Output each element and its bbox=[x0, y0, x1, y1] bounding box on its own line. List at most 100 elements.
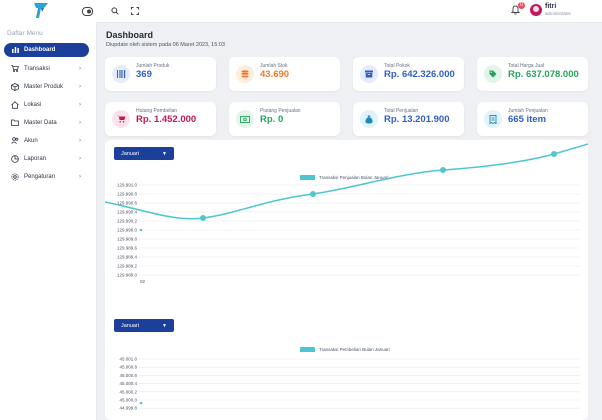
card-value: 43.690 bbox=[260, 69, 290, 80]
sales-data-point bbox=[139, 228, 143, 232]
sidebar-item-master-data[interactable]: Master Data › bbox=[4, 116, 89, 130]
sales-data-point bbox=[310, 191, 316, 197]
y-tick-label: 129.989.6 bbox=[117, 246, 138, 251]
sidebar-item-label: Dashboard bbox=[24, 47, 56, 53]
card-label: Total Penjualan bbox=[384, 108, 419, 114]
card-label: Jumlah Produk bbox=[136, 63, 170, 69]
sales-data-point bbox=[200, 215, 206, 221]
users-icon bbox=[11, 137, 19, 145]
purchase-month-select[interactable]: Januari ▼ bbox=[114, 319, 174, 332]
page-subtitle: Diupdate oleh sistem pada 06 Maret 2023,… bbox=[106, 42, 225, 48]
card-value: Rp. 642.326.000 bbox=[384, 69, 455, 80]
bell-icon[interactable] bbox=[510, 5, 523, 17]
notification-badge: 0 bbox=[518, 2, 525, 9]
menu-title: Daftar Menu bbox=[7, 30, 43, 37]
receipt-icon bbox=[484, 110, 502, 128]
purchase-legend-label: Transaksi Pembelian Bulan Januari bbox=[319, 347, 390, 352]
sales-data-point bbox=[551, 151, 557, 157]
sidebar-item-lokasi[interactable]: Lokasi › bbox=[4, 98, 89, 112]
card-jumlah-penjualan: Jumlah Penjualan 665 item bbox=[477, 102, 588, 136]
sales-chart-panel: Januari ▼ Transaksi Penjualan Bulan Janu… bbox=[105, 140, 588, 320]
user-role: administrator bbox=[545, 11, 572, 16]
sidebar-item-laporan[interactable]: Laporan › bbox=[4, 152, 89, 166]
y-tick-label: 129.989.4 bbox=[117, 255, 138, 260]
card-total-harga-jual: Total Harga Jual Rp. 637.078.000 bbox=[477, 57, 588, 91]
y-tick-label: 129.990.2 bbox=[117, 219, 138, 224]
card-jumlah-produk: Jumlah Produk 369 bbox=[105, 57, 216, 91]
y-tick-label: 45.000.8 bbox=[119, 365, 137, 370]
search-icon[interactable] bbox=[108, 4, 122, 18]
sidebar-item-label: Transaksi bbox=[24, 66, 50, 72]
cart-icon bbox=[112, 110, 130, 128]
folder-icon bbox=[11, 119, 19, 127]
y-tick-label: 129.989.2 bbox=[117, 264, 138, 269]
y-tick-label: 45.000.6 bbox=[119, 373, 137, 378]
chevron-right-icon: › bbox=[79, 138, 81, 144]
card-value: 369 bbox=[136, 69, 152, 80]
card-value: Rp. 637.078.000 bbox=[508, 69, 579, 80]
sales-month-select[interactable]: Januari ▼ bbox=[114, 147, 174, 160]
top-bar: 0 fitri administrator bbox=[0, 0, 602, 23]
tag-icon bbox=[484, 65, 502, 83]
moneybag-icon bbox=[360, 110, 378, 128]
y-tick-label: 129.989.8 bbox=[117, 237, 138, 242]
card-value: Rp. 1.452.000 bbox=[136, 114, 197, 125]
chart-icon bbox=[11, 155, 19, 163]
sales-series-line bbox=[105, 143, 588, 220]
sidebar-item-label: Master Data bbox=[24, 120, 57, 126]
chevron-right-icon: › bbox=[79, 84, 81, 90]
caret-down-icon: ▼ bbox=[162, 150, 167, 157]
card-label: Jumlah Stok bbox=[260, 63, 288, 69]
purchase-chart-panel: Januari ▼ Transaksi Pembelian Bulan Janu… bbox=[105, 312, 588, 420]
card-jumlah-stok: Jumlah Stok 43.690 bbox=[229, 57, 340, 91]
home-icon bbox=[11, 101, 19, 109]
sales-legend[interactable]: Transaksi Penjualan Bulan Januari bbox=[300, 175, 388, 180]
y-tick-label: 44.999.8 bbox=[119, 406, 137, 411]
card-label: Total Pokok bbox=[384, 63, 410, 69]
card-total-pokok: Total Pokok Rp. 642.326.000 bbox=[353, 57, 464, 91]
purchase-legend[interactable]: Transaksi Pembelian Bulan Januari bbox=[300, 347, 390, 352]
sales-data-point bbox=[440, 167, 446, 173]
sidebar-item-label: Master Produk bbox=[24, 84, 64, 90]
sidebar-item-label: Akun bbox=[24, 138, 38, 144]
card-label: Hutang Pembelian bbox=[136, 108, 178, 114]
money-icon bbox=[236, 110, 254, 128]
sidebar-item-pengaturan[interactable]: Pengaturan › bbox=[4, 170, 89, 184]
card-value: Rp. 13.201.900 bbox=[384, 114, 450, 125]
chevron-right-icon: › bbox=[79, 156, 81, 162]
barcode-icon bbox=[112, 65, 130, 83]
y-tick-label: 129.990.6 bbox=[117, 201, 138, 206]
sidebar-item-dashboard[interactable]: Dashboard bbox=[4, 43, 89, 57]
card-label: Piutang Penjualan bbox=[260, 108, 301, 114]
box-icon bbox=[11, 83, 19, 91]
y-tick-label: 129.991.0 bbox=[117, 183, 138, 188]
cart-icon bbox=[11, 65, 19, 73]
main-content: Dashboard Diupdate oleh sistem pada 06 M… bbox=[96, 22, 602, 420]
app-logo[interactable] bbox=[33, 2, 49, 19]
archive-icon bbox=[360, 65, 378, 83]
sidebar-item-label: Lokasi bbox=[24, 102, 42, 108]
sidebar-item-master-produk[interactable]: Master Produk › bbox=[4, 80, 89, 94]
user-name[interactable]: fitri bbox=[545, 3, 557, 10]
y-tick-label: 45.000.4 bbox=[119, 381, 137, 386]
card-piutang-penjualan: Piutang Penjualan Rp. 0 bbox=[229, 102, 340, 136]
y-tick-label: 129.989.0 bbox=[117, 273, 138, 278]
toggle-sidebar-icon[interactable] bbox=[80, 4, 94, 18]
caret-down-icon: ▼ bbox=[162, 322, 167, 329]
sales-legend-label: Transaksi Penjualan Bulan Januari bbox=[319, 175, 389, 180]
chevron-right-icon: › bbox=[79, 102, 81, 108]
purchase-month-value: Januari bbox=[121, 322, 140, 329]
gear-icon bbox=[11, 173, 19, 181]
y-tick-label: 45.001.0 bbox=[119, 357, 137, 362]
chevron-right-icon: › bbox=[79, 66, 81, 72]
sidebar-item-akun[interactable]: Akun › bbox=[4, 134, 89, 148]
fullscreen-icon[interactable] bbox=[128, 4, 142, 18]
sidebar-item-transaksi[interactable]: Transaksi › bbox=[4, 62, 89, 76]
dashboard-icon bbox=[11, 46, 19, 54]
avatar[interactable] bbox=[530, 4, 542, 16]
sidebar-item-label: Pengaturan bbox=[24, 174, 56, 180]
card-label: Total Harga Jual bbox=[508, 63, 545, 69]
page-title: Dashboard bbox=[106, 30, 154, 40]
sales-line-chart: 129.991.0 129.990.8 129.990.6 129.990.4 129.… bbox=[105, 143, 588, 284]
y-tick-label: 129.990.8 bbox=[117, 192, 138, 197]
